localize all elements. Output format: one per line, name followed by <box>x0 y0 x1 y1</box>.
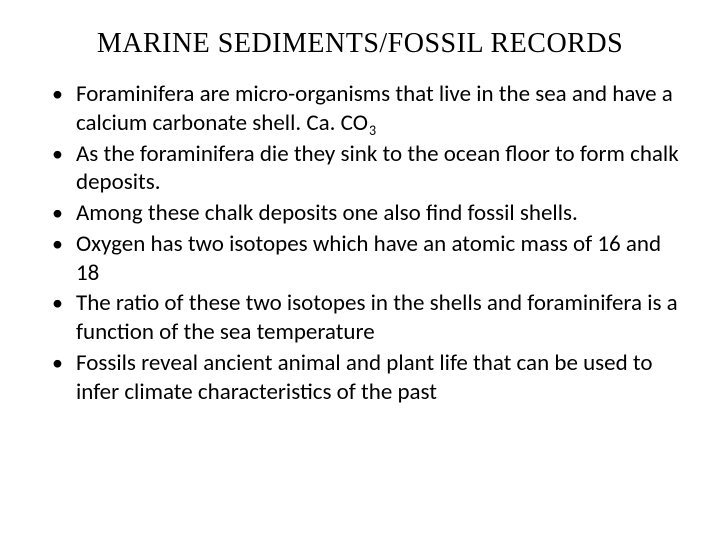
list-item: Fossils reveal ancient animal and plant … <box>48 349 680 407</box>
list-item: Foraminifera are micro-organisms that li… <box>48 80 680 138</box>
bullet-text: Oxygen has two isotopes which have an at… <box>76 230 661 287</box>
list-item: As the foraminifera die they sink to the… <box>48 140 680 198</box>
bullet-text: The ratio of these two isotopes in the s… <box>76 289 678 346</box>
list-item: Oxygen has two isotopes which have an at… <box>48 230 680 288</box>
list-item: Among these chalk deposits one also find… <box>48 199 680 228</box>
bullet-list: Foraminifera are micro-organisms that li… <box>40 80 680 406</box>
slide-title: MARINE SEDIMENTS/FOSSIL RECORDS <box>40 28 680 60</box>
subscript: 3 <box>369 122 376 139</box>
bullet-text: Fossils reveal ancient animal and plant … <box>76 349 653 406</box>
bullet-text: Among these chalk deposits one also find… <box>76 199 578 227</box>
bullet-text: As the foraminifera die they sink to the… <box>76 140 679 197</box>
list-item: The ratio of these two isotopes in the s… <box>48 289 680 347</box>
